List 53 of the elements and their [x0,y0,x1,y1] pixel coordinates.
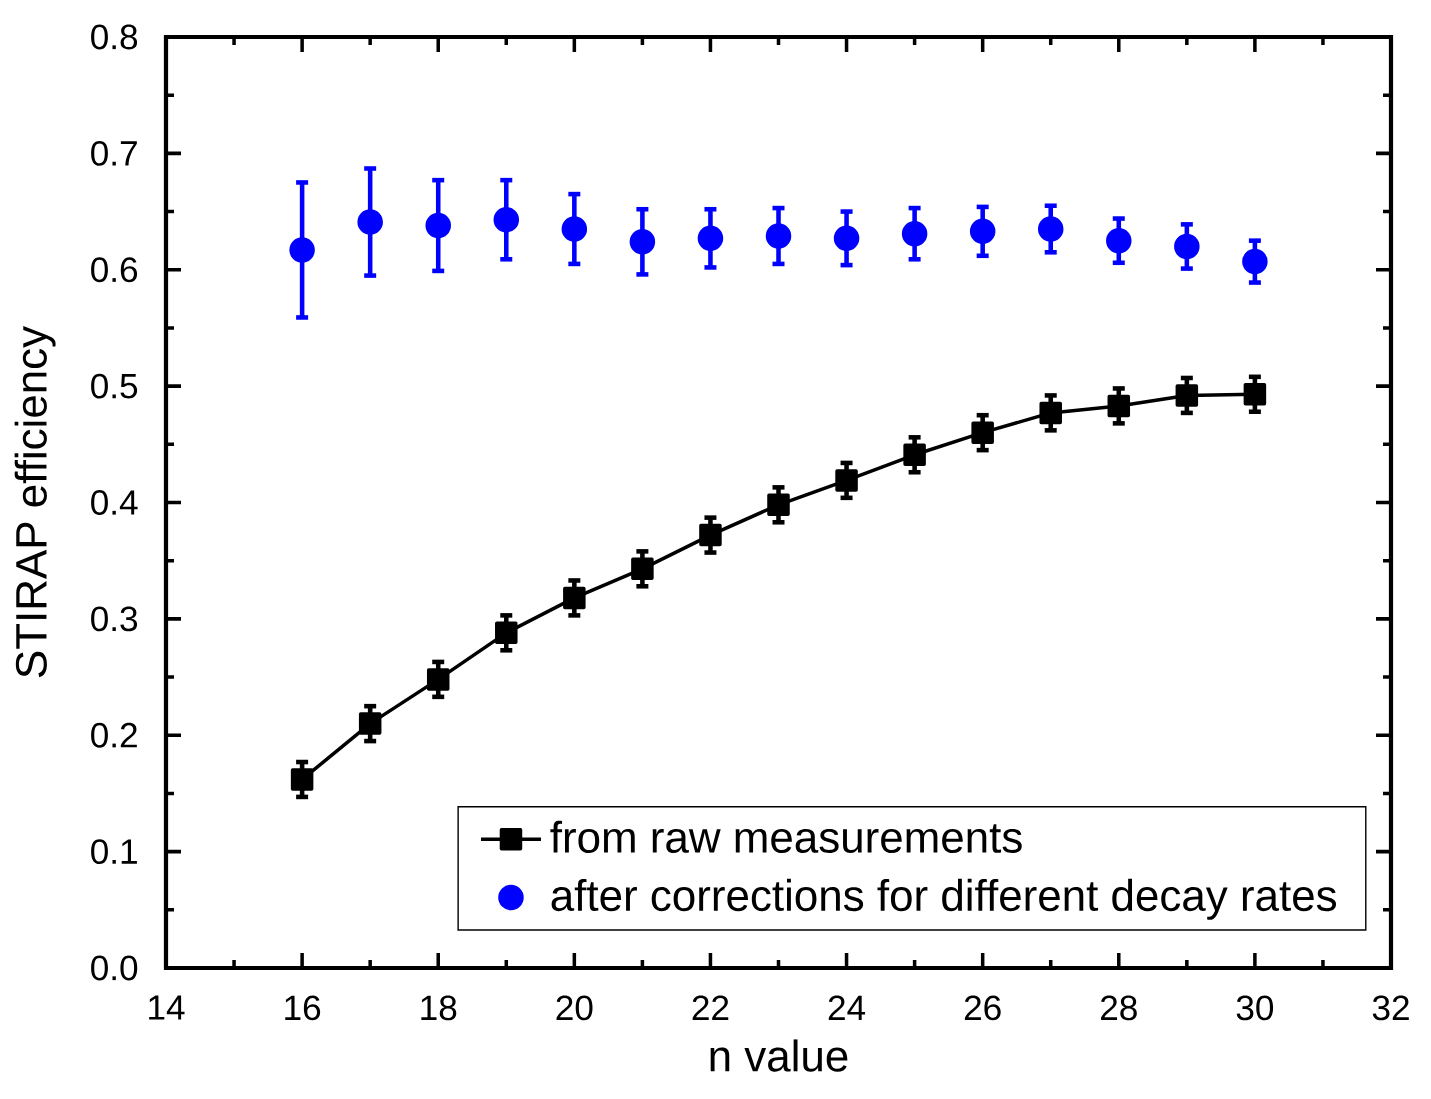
point [1039,401,1062,425]
point [1243,383,1267,406]
point [357,209,383,235]
point [1242,248,1268,275]
y-tick-label: 0.2 [91,722,137,748]
legend-label: from raw measurements [550,820,1022,853]
point [1175,384,1199,407]
x-tick-label: 20 [556,995,593,1021]
point [971,421,994,444]
y-axis-title: STIRAP efficiency [14,325,56,678]
point [561,216,588,242]
x-tick-label: 18 [421,995,457,1021]
x-tick-label: 28 [1101,995,1137,1021]
point [765,223,792,249]
y-tick-label: 0.7 [91,140,137,166]
y-tick-label: 0.8 [91,24,138,50]
point [903,443,926,467]
x-tick-label: 26 [964,995,1001,1021]
y-tick-label: 0.1 [91,839,137,865]
point [425,212,451,239]
y-tick-label: 0.0 [91,955,138,981]
x-tick-label: 22 [692,995,729,1020]
x-tick-label: 32 [1372,995,1409,1021]
point [1037,216,1064,242]
y-tick-label: 0.3 [91,606,138,632]
point [767,493,790,517]
point [495,621,518,645]
y-tick-label: 0.5 [91,373,138,399]
point [1106,227,1132,254]
point [358,712,382,735]
point [426,668,450,691]
y-tick-label: 0.6 [91,257,138,283]
x-tick-label: 14 [149,995,185,1020]
point [631,557,654,581]
x-tick-label: 30 [1236,995,1274,1021]
x-tick-label: 24 [828,995,866,1020]
point [699,523,722,547]
legend-label: after corrections for different decay rates [551,878,1337,920]
x-axis-title: n value [710,1039,848,1072]
point [1174,233,1200,260]
point [289,237,315,263]
point [563,586,586,610]
point [833,225,860,252]
x-tick-label: 16 [285,995,321,1021]
point [493,206,520,233]
point [835,469,858,492]
point [969,218,996,245]
y-tick-label: 0.4 [91,490,138,515]
point [629,229,656,255]
point [290,768,314,791]
point [1107,394,1131,418]
point [697,225,724,252]
point [901,220,928,247]
